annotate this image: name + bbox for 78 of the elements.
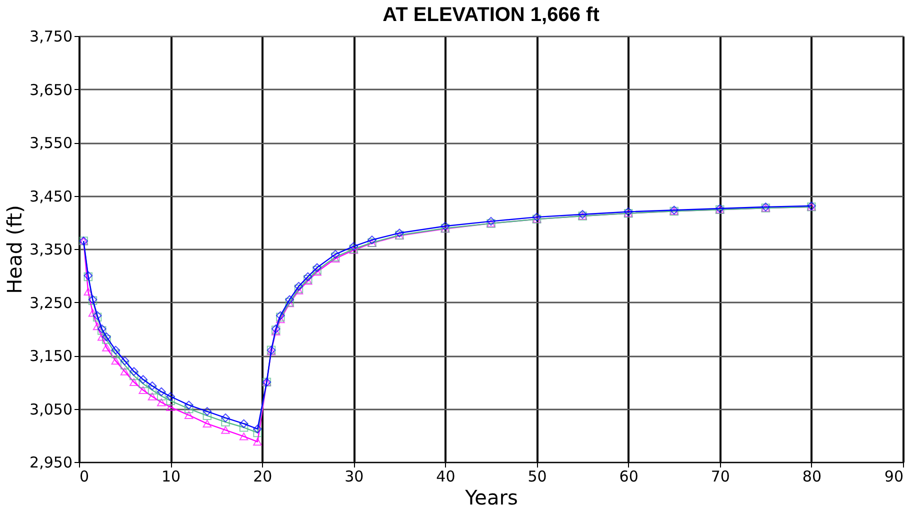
x-tick-label: 70 bbox=[710, 468, 730, 486]
point bbox=[166, 392, 175, 401]
point bbox=[239, 419, 248, 428]
point bbox=[440, 222, 450, 230]
y-tick-label: 3,250 bbox=[30, 294, 72, 312]
point bbox=[239, 432, 248, 440]
point bbox=[120, 356, 130, 366]
y-tick-label: 3,350 bbox=[30, 240, 72, 258]
point bbox=[330, 250, 340, 259]
point bbox=[111, 346, 120, 355]
y-tick-label: 3,650 bbox=[30, 80, 72, 99]
point bbox=[253, 428, 262, 438]
y-tick-label: 2,950 bbox=[30, 454, 72, 472]
point bbox=[138, 379, 148, 388]
point bbox=[304, 272, 312, 282]
chart-title: AT ELEVATION 1,666 ft bbox=[382, 4, 600, 26]
y-tick-label: 3,150 bbox=[30, 347, 72, 365]
point bbox=[221, 413, 230, 422]
point bbox=[184, 411, 194, 419]
y-axis-title: Head (ft) bbox=[2, 205, 27, 294]
point bbox=[148, 381, 157, 390]
point bbox=[138, 375, 148, 384]
point bbox=[312, 263, 322, 272]
x-tick-label: 90 bbox=[884, 468, 904, 486]
point bbox=[102, 332, 111, 342]
y-tick-label: 3,050 bbox=[30, 400, 72, 418]
point bbox=[486, 216, 496, 226]
point bbox=[102, 335, 111, 344]
point bbox=[304, 277, 312, 285]
point bbox=[157, 387, 166, 396]
point bbox=[148, 392, 157, 400]
point bbox=[221, 418, 230, 426]
x-tick-label: 20 bbox=[253, 468, 272, 486]
point bbox=[285, 295, 294, 304]
y-tick-label: 3,550 bbox=[30, 134, 72, 152]
point bbox=[184, 404, 194, 414]
point bbox=[368, 236, 376, 244]
y-tick-label: 3,450 bbox=[30, 187, 72, 206]
point bbox=[349, 242, 358, 251]
point bbox=[111, 356, 120, 365]
point bbox=[88, 309, 98, 317]
point bbox=[202, 420, 212, 428]
point bbox=[120, 368, 130, 376]
point bbox=[221, 426, 230, 434]
point bbox=[84, 288, 93, 296]
point bbox=[294, 282, 304, 291]
point bbox=[130, 378, 138, 386]
point bbox=[166, 396, 175, 406]
point bbox=[276, 315, 285, 324]
point bbox=[138, 386, 148, 394]
x-axis-title: Years bbox=[464, 486, 518, 510]
point bbox=[111, 350, 120, 358]
x-tick-label: 30 bbox=[344, 468, 364, 486]
x-tick-label: 60 bbox=[619, 468, 638, 486]
point bbox=[130, 371, 138, 380]
point bbox=[102, 344, 111, 352]
x-tick-label: 40 bbox=[436, 468, 456, 486]
x-tick-label: 10 bbox=[162, 468, 181, 486]
x-tick-label: 80 bbox=[802, 468, 822, 486]
point bbox=[148, 386, 157, 394]
point bbox=[312, 268, 322, 276]
point bbox=[120, 360, 130, 370]
point bbox=[253, 424, 262, 434]
point bbox=[395, 228, 404, 238]
point bbox=[239, 423, 248, 432]
point bbox=[130, 367, 138, 376]
point bbox=[98, 333, 106, 341]
point bbox=[166, 403, 175, 412]
point bbox=[157, 392, 166, 400]
point bbox=[92, 322, 102, 330]
point bbox=[184, 400, 194, 410]
x-tick-label: 50 bbox=[528, 468, 547, 486]
y-tick-label: 3,750 bbox=[30, 28, 72, 46]
point bbox=[202, 411, 212, 420]
x-tick-label: 0 bbox=[80, 468, 90, 486]
point bbox=[202, 407, 212, 416]
point bbox=[157, 398, 166, 406]
point bbox=[253, 438, 262, 446]
